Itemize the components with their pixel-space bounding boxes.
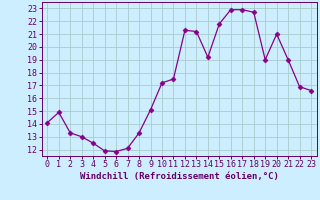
X-axis label: Windchill (Refroidissement éolien,°C): Windchill (Refroidissement éolien,°C): [80, 172, 279, 181]
